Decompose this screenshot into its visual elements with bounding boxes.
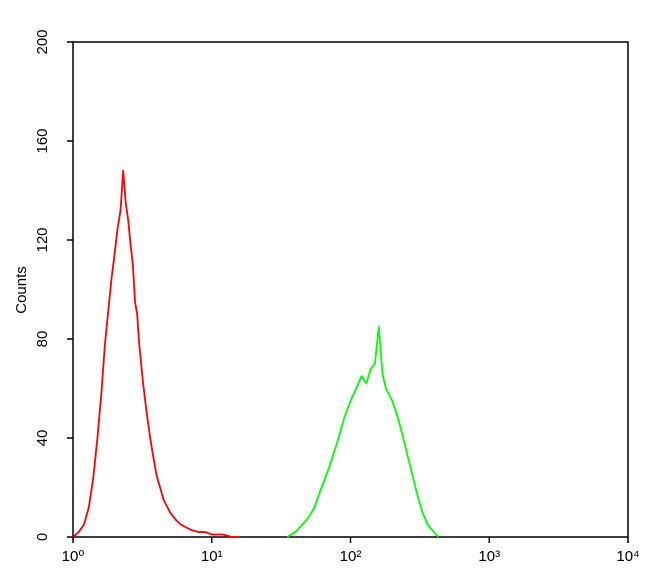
y-tick-label: 40 <box>34 430 51 447</box>
x-tick-label: 10² <box>340 548 362 565</box>
x-tick-label: 10¹ <box>201 548 223 565</box>
y-tick-label: 200 <box>34 29 51 54</box>
x-tick-label: 10⁰ <box>62 548 85 565</box>
histogram-line <box>72 169 241 538</box>
y-tick-label: 0 <box>34 533 51 541</box>
y-tick-label: 120 <box>34 227 51 252</box>
plot-frame <box>72 41 629 538</box>
y-tick-label: 160 <box>34 128 51 153</box>
x-tick-label: 10⁴ <box>616 548 639 565</box>
histogram-line <box>286 325 440 538</box>
y-tick-label: 80 <box>34 331 51 348</box>
x-tick-label: 10³ <box>478 548 500 565</box>
y-axis-label: Counts <box>13 266 30 314</box>
